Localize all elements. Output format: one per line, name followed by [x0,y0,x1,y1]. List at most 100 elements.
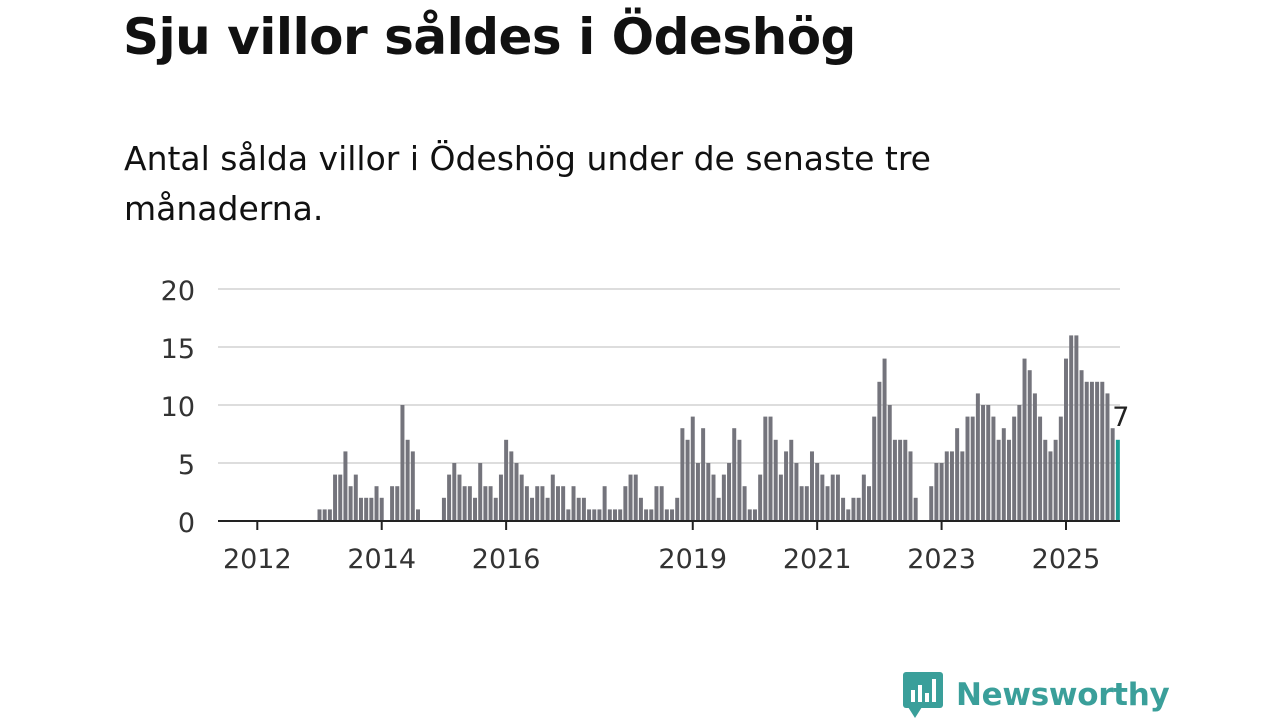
bar [467,486,472,521]
bar [654,486,659,521]
bar [317,509,322,521]
bar [815,463,820,521]
bar [524,486,529,521]
brand-name: Newsworthy [956,677,1170,713]
bar [965,416,970,521]
bar [405,439,410,521]
bar [571,486,576,521]
bar [1006,439,1011,521]
bar [716,497,721,521]
bar [856,497,861,521]
bar [1105,393,1110,521]
bar [882,358,887,521]
bar [597,509,602,521]
bar [514,463,519,521]
bar [566,509,571,521]
bar [960,451,965,521]
bar [752,509,757,521]
bar [1038,416,1043,521]
bar [1089,381,1094,521]
bar [1027,370,1032,521]
bar [644,509,649,521]
bar [670,509,675,521]
bar [649,509,654,521]
bar [799,486,804,521]
bar [607,509,612,521]
bar [353,474,358,521]
bar [327,509,332,521]
bar [581,497,586,521]
chart-title: Sju villor såldes i Ödeshög [123,8,856,66]
bar [343,451,348,521]
bar [1100,381,1105,521]
bar [851,497,856,521]
bar [1058,416,1063,521]
bar [996,439,1001,521]
bar [623,486,628,521]
newsworthy-brand: Newsworthy [902,670,1170,720]
bar [861,474,866,521]
bar [908,451,913,521]
bar [322,509,327,521]
bar [867,486,872,521]
bar [1084,381,1089,521]
bar [1022,358,1027,521]
bar [576,497,581,521]
bar [1069,335,1074,521]
bar [498,474,503,521]
bar [949,451,954,521]
bar [452,463,457,521]
x-tick-label: 2012 [223,544,292,575]
bar [1017,405,1022,521]
bar [462,486,467,521]
bar [561,486,566,521]
bar [587,509,592,521]
bar [530,497,535,521]
bar [338,474,343,521]
bar [633,474,638,521]
bar [830,474,835,521]
newsworthy-logo-icon [903,672,943,718]
bar [1053,439,1058,521]
bar [483,486,488,521]
chart-subtitle: Antal sålda villor i Ödeshög under de se… [124,139,931,228]
bar [794,463,799,521]
grid-lines [218,288,1120,464]
bar [592,509,597,521]
bar [509,451,514,521]
x-tick-label: 2014 [347,544,416,575]
bar [447,474,452,521]
bar [555,486,560,521]
y-axis-ticks: 0 5 10 15 20 [161,276,195,539]
bar [898,439,903,521]
x-tick-label: 2025 [1032,544,1101,575]
bar [804,486,809,521]
bar [1079,370,1084,521]
bar [929,486,934,521]
x-tick-label: 2016 [472,544,541,575]
bar [841,497,846,521]
bar [680,428,685,521]
bar [732,428,737,521]
bar [348,486,353,521]
bar [390,486,395,521]
bar [986,405,991,521]
bar [364,497,369,521]
bar [690,416,695,521]
bar [711,474,716,521]
bar [877,381,882,521]
bar [721,474,726,521]
bar [970,416,975,521]
bar [535,486,540,521]
bar [695,463,700,521]
bar [664,509,669,521]
bar [602,486,607,521]
bar [975,393,980,521]
bar [675,497,680,521]
x-tick-label: 2019 [658,544,727,575]
bar [763,416,768,521]
bar [1095,381,1100,521]
bar [369,497,374,521]
bar [1043,439,1048,521]
bar [540,486,545,521]
